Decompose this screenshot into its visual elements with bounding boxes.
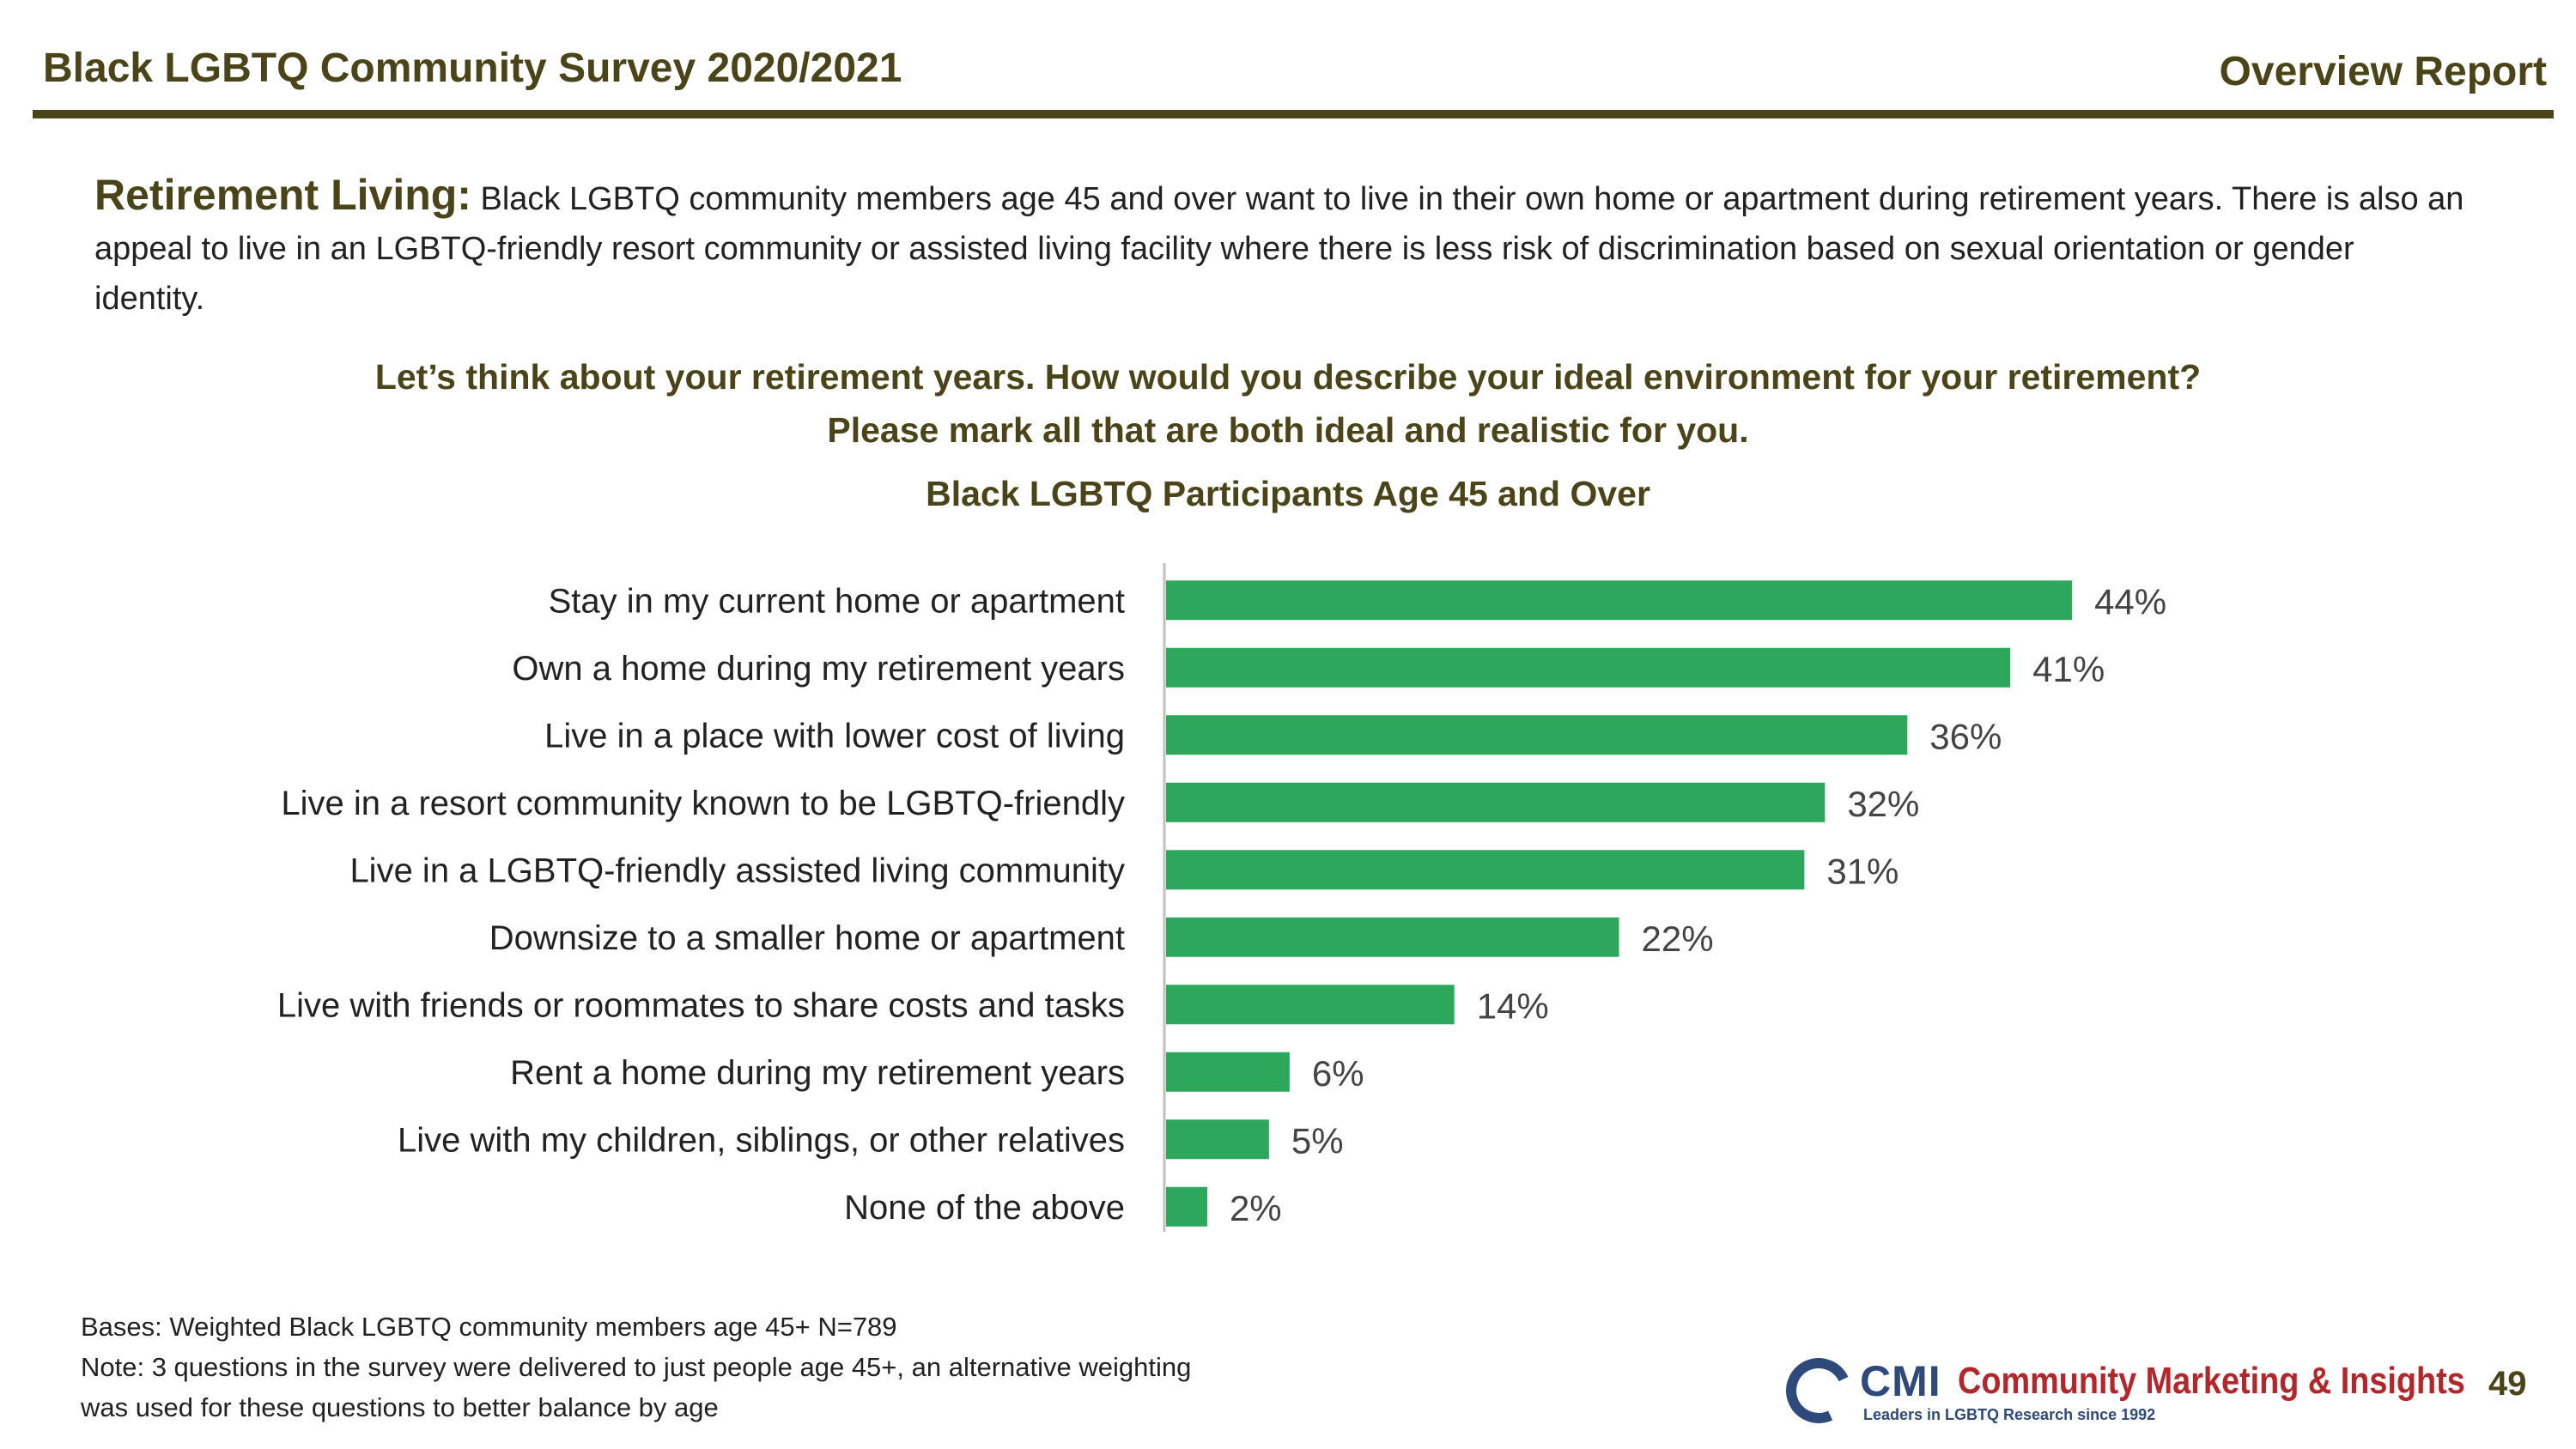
header-divider [33, 110, 2554, 118]
intro-paragraph: Retirement Living: Black LGBTQ community… [94, 170, 2464, 324]
category-label: Live in a place with lower cost of livin… [544, 717, 1125, 755]
bar [1166, 782, 1826, 822]
data-label: 41% [2032, 649, 2105, 689]
bar [1166, 1119, 1269, 1160]
report-title: Black LGBTQ Community Survey 2020/2021 [43, 45, 902, 91]
bar [1166, 647, 2011, 688]
question-line-2: Please mark all that are both ideal and … [827, 410, 1749, 450]
intro-text: Black LGBTQ community members age 45 and… [94, 181, 2464, 317]
data-label: 6% [1312, 1053, 1364, 1094]
intro-label: Retirement Living: [94, 171, 471, 219]
data-label: 14% [1477, 985, 1549, 1026]
bar-chart: Stay in my current home or apartment 44% O… [277, 563, 2166, 1232]
category-label: Live in a LGBTQ-friendly assisted living… [349, 852, 1125, 889]
bar [1166, 1186, 1207, 1227]
bar [1166, 985, 1455, 1025]
chart-title: Black LGBTQ Participants Age 45 and Over [926, 474, 1650, 513]
data-label: 5% [1291, 1120, 1344, 1161]
footnote-note-2: was used for these questions to better b… [81, 1392, 719, 1422]
bar [1166, 1052, 1290, 1092]
category-label: Live in a resort community known to be L… [281, 785, 1125, 822]
category-label: Rent a home during my retirement years [510, 1054, 1125, 1092]
question-line-1: Let’s think about your retirement years.… [374, 357, 2202, 397]
category-label: Own a home during my retirement years [512, 650, 1125, 688]
cmi-logo: CMI Community Marketing & Insights Leade… [1777, 1349, 2490, 1433]
bar [1166, 917, 1619, 957]
cmi-ring-icon [1777, 1349, 1861, 1433]
report-subtitle: Overview Report [2219, 49, 2547, 94]
page-number: 49 [2488, 1365, 2527, 1403]
data-label: 32% [1847, 784, 1919, 824]
category-label: Stay in my current home or apartment [549, 582, 1125, 620]
category-label: Live with my children, siblings, or othe… [398, 1121, 1125, 1159]
logo-short: CMI [1860, 1357, 1941, 1405]
category-label: Live with friends or roommates to share … [277, 986, 1125, 1024]
footnote-bases: Bases: Weighted Black LGBTQ community me… [81, 1312, 897, 1342]
data-label: 2% [1230, 1188, 1282, 1228]
logo-tagline: Leaders in LGBTQ Research since 1992 [1863, 1406, 2156, 1423]
footnote: Bases: Weighted Black LGBTQ community me… [81, 1307, 1191, 1428]
bar [1166, 715, 1908, 755]
bar [1166, 580, 2073, 621]
bar [1166, 850, 1805, 890]
data-label: 36% [1929, 716, 2002, 756]
category-label: None of the above [844, 1189, 1125, 1227]
footnote-note-1: Note: 3 questions in the survey were del… [81, 1352, 1192, 1382]
data-label: 31% [1826, 851, 1899, 891]
logo-name: Community Marketing & Insights [1958, 1360, 2465, 1402]
data-label: 22% [1642, 919, 1714, 959]
category-label: Downsize to a smaller home or apartment [489, 919, 1125, 957]
data-label: 44% [2094, 581, 2166, 621]
